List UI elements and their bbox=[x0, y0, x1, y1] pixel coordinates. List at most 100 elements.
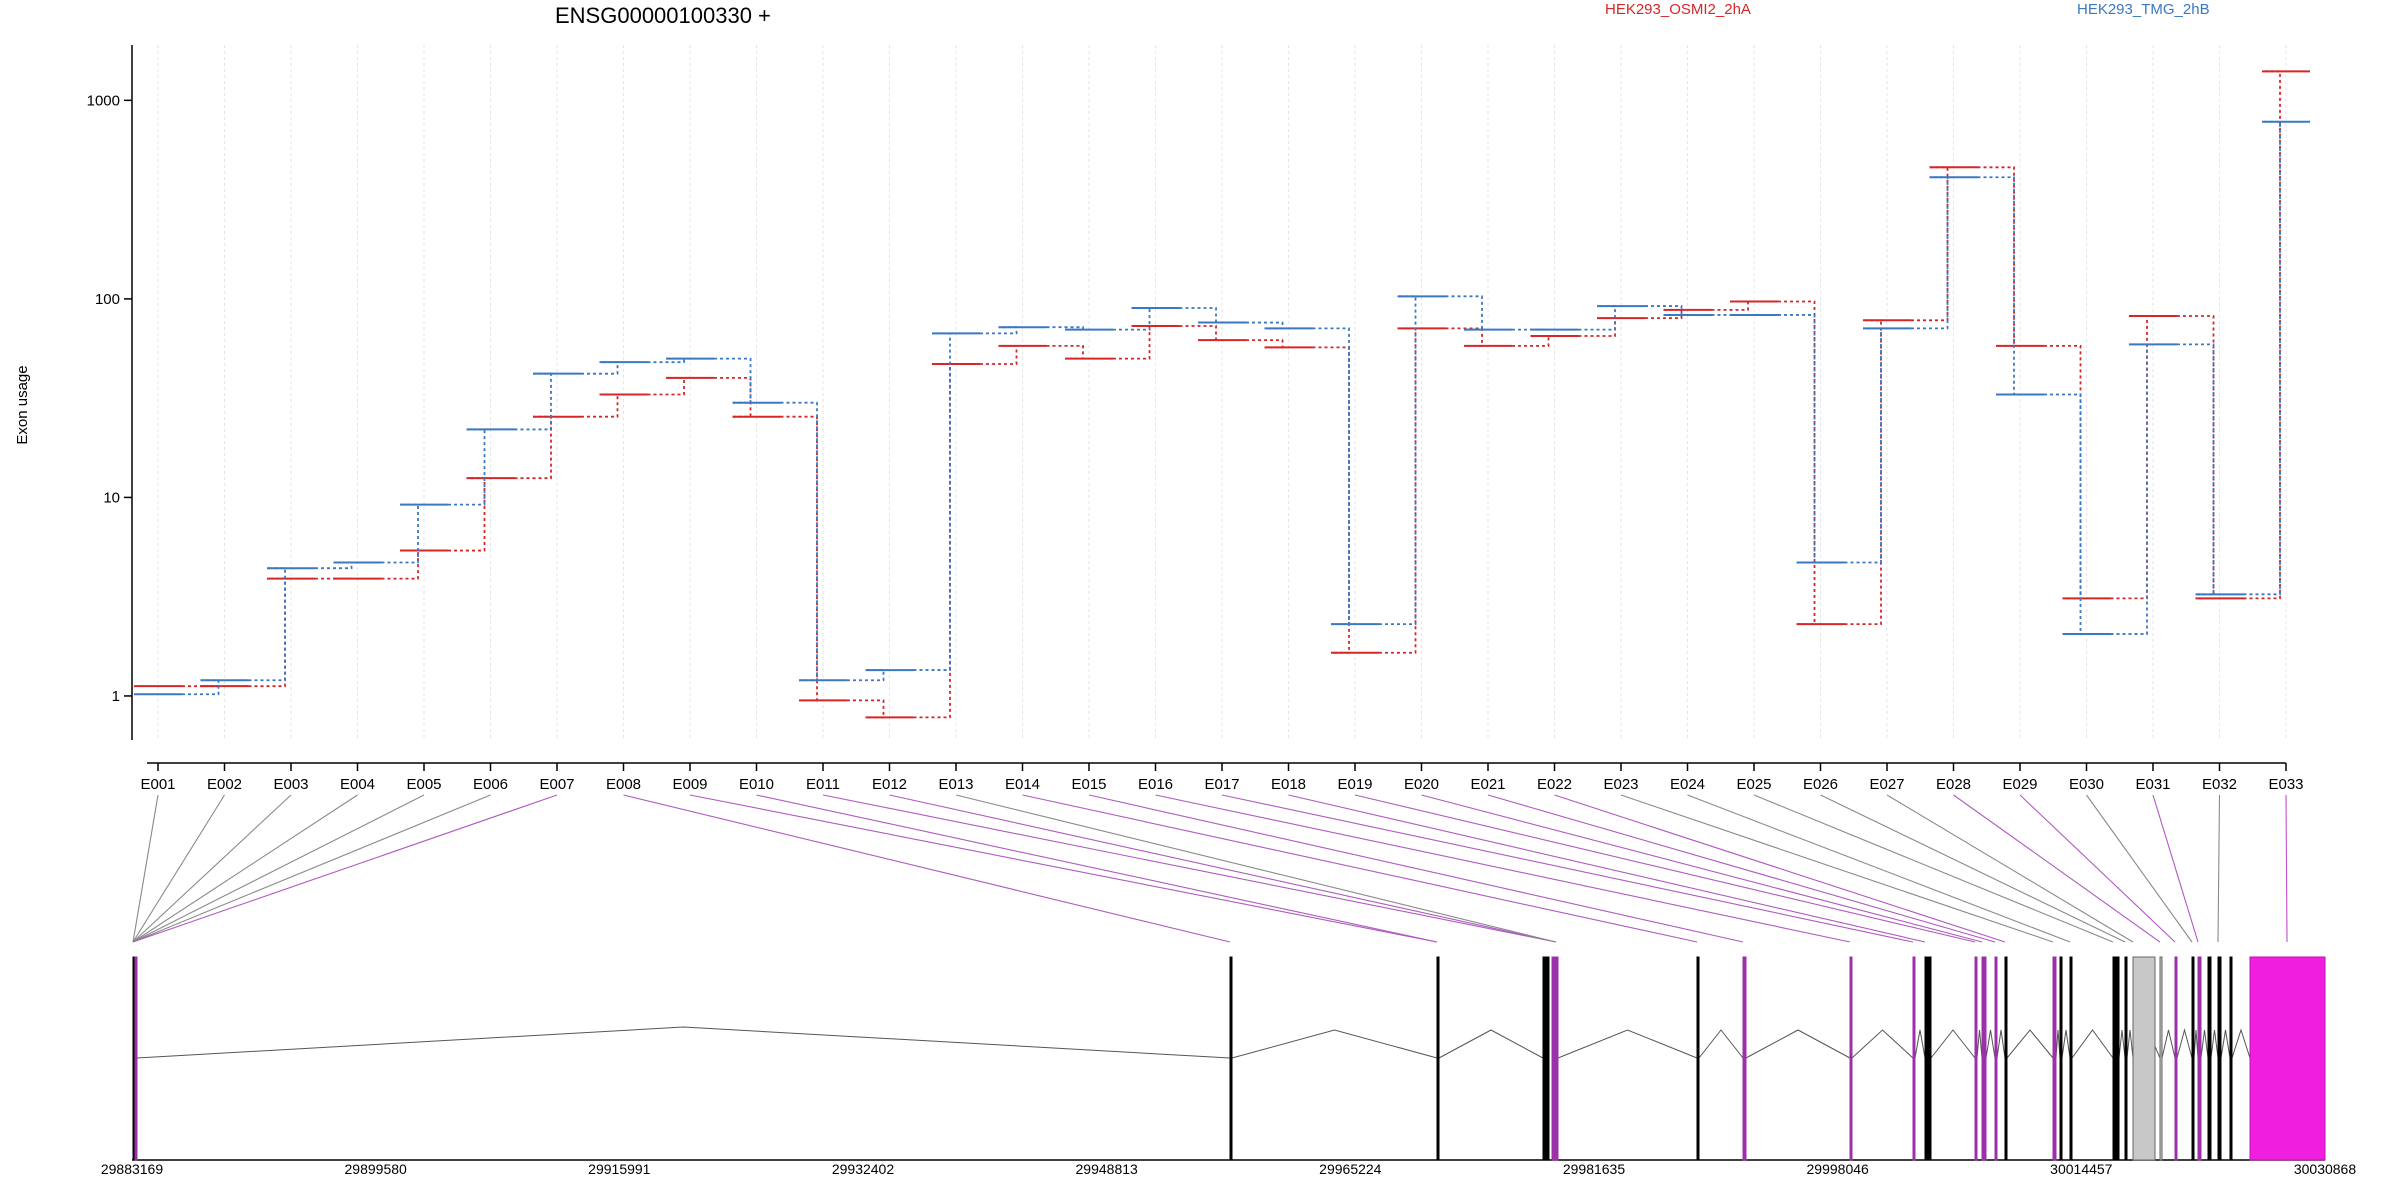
exon-connector bbox=[1088, 794, 1744, 943]
exon-connector bbox=[1620, 794, 2054, 943]
series-1-transition bbox=[714, 376, 752, 418]
x-tick-label: E021 bbox=[1470, 776, 1505, 793]
exon-connector bbox=[1554, 794, 2006, 943]
series-1-transition bbox=[1645, 309, 1683, 320]
series-2-transition bbox=[448, 428, 486, 506]
series-2-transition bbox=[1179, 307, 1217, 324]
x-tick-label: E010 bbox=[739, 776, 774, 793]
x-tick-label: E015 bbox=[1071, 776, 1106, 793]
intron-line bbox=[2176, 1028, 2193, 1059]
series-1-transition bbox=[2243, 70, 2281, 600]
series-2-transition bbox=[514, 372, 552, 431]
exon-connector bbox=[1155, 794, 1851, 943]
genome-tick-label: 29965224 bbox=[1319, 1161, 1382, 1177]
x-tick-label: E018 bbox=[1271, 776, 1306, 793]
series-1-transition bbox=[2110, 315, 2148, 600]
exon-block bbox=[2191, 956, 2195, 1161]
intron-line bbox=[2210, 1029, 2219, 1059]
exon-connector bbox=[756, 794, 1438, 943]
exon-block bbox=[2174, 956, 2178, 1161]
series-2-transition bbox=[581, 361, 619, 375]
intron-line bbox=[1745, 1029, 1851, 1059]
series-2-transition bbox=[248, 567, 286, 682]
series-2-transition bbox=[1778, 314, 1816, 564]
gene-model: 29883169 29899580 29915991 29932402 29948813… bbox=[101, 956, 2356, 1177]
x-tick-label: E002 bbox=[207, 776, 242, 793]
x-tick-label: E032 bbox=[2202, 776, 2237, 793]
series-1-transition bbox=[1977, 166, 2015, 347]
exon-connector bbox=[689, 794, 1438, 943]
series-1-transition bbox=[1711, 300, 1749, 311]
intron-line bbox=[2231, 1028, 2251, 1059]
series-1-transition bbox=[1778, 300, 1816, 626]
series-2-transition bbox=[1445, 295, 1483, 331]
genome-tick-label: 29899580 bbox=[345, 1161, 408, 1177]
genome-tick-label: 29883169 bbox=[101, 1161, 164, 1177]
exon-block bbox=[1696, 956, 1700, 1161]
series-1-transition bbox=[1844, 319, 1882, 626]
x-tick-label: E031 bbox=[2135, 776, 2170, 793]
intron-line bbox=[2061, 1029, 2071, 1059]
exon-connector bbox=[1421, 794, 1983, 943]
exon-connector bbox=[132, 794, 425, 943]
exon-connector bbox=[955, 794, 1557, 943]
x-tick-label: E012 bbox=[872, 776, 907, 793]
x-tick-label: E001 bbox=[140, 776, 175, 793]
intron-line bbox=[2161, 1029, 2176, 1059]
genome-tick-label: 29932402 bbox=[832, 1161, 895, 1177]
exon-connector bbox=[889, 794, 1557, 943]
x-tick-label: E004 bbox=[340, 776, 375, 793]
x-tick-label: E023 bbox=[1603, 776, 1638, 793]
series-lines bbox=[134, 70, 2310, 719]
intron-line bbox=[2193, 1029, 2199, 1059]
exon-connectors bbox=[132, 794, 2288, 943]
intron-line bbox=[1985, 1029, 1996, 1059]
exon-connector bbox=[1022, 794, 1698, 943]
axes: 1 10 100 1000 E001 E002 E003 E004 E005 E006 E007 E0… bbox=[87, 45, 2304, 793]
x-tick-label: E024 bbox=[1670, 776, 1705, 793]
series-1-transition bbox=[1312, 346, 1350, 654]
exon-connector bbox=[1687, 794, 2071, 943]
series-1-transition bbox=[1911, 166, 1949, 322]
exon-block bbox=[2207, 956, 2212, 1161]
series-2-transition bbox=[1312, 327, 1350, 626]
x-tick-label: E027 bbox=[1869, 776, 1904, 793]
series-2-transition bbox=[2110, 343, 2148, 635]
legend-series-2: HEK293_TMG_2hB bbox=[2077, 1, 2210, 18]
x-tick-label: E014 bbox=[1005, 776, 1040, 793]
series-1-transition bbox=[847, 699, 885, 719]
series-2-transition bbox=[1246, 321, 1284, 330]
exon-connector bbox=[2019, 794, 2176, 943]
exon-connector bbox=[1487, 794, 1996, 943]
x-tick-label: E016 bbox=[1138, 776, 1173, 793]
series-1-transition bbox=[1179, 325, 1217, 341]
intron-line bbox=[1976, 1029, 1983, 1059]
x-tick-label: E006 bbox=[473, 776, 508, 793]
legend-series-1: HEK293_OSMI2_2hA bbox=[1605, 1, 1751, 18]
exon-block bbox=[2124, 956, 2128, 1161]
exon-connector bbox=[132, 794, 159, 943]
intron-line bbox=[2071, 1029, 2114, 1059]
exon-connector bbox=[1953, 794, 2161, 943]
exon-connector bbox=[822, 794, 1557, 943]
series-2-transition bbox=[182, 679, 220, 696]
series-1-transition bbox=[1113, 325, 1151, 360]
exon-block bbox=[2116, 956, 2120, 1161]
intron-line bbox=[1231, 1029, 1438, 1059]
x-tick-label: E025 bbox=[1736, 776, 1771, 793]
series-1-transition bbox=[1379, 327, 1417, 654]
x-tick-label: E013 bbox=[938, 776, 973, 793]
series-1-transition bbox=[647, 376, 685, 396]
intron-line bbox=[2200, 1029, 2209, 1059]
series-1-transition bbox=[2044, 344, 2082, 600]
y-tick-label: 1 bbox=[112, 688, 120, 705]
exon-connector bbox=[1221, 794, 1914, 943]
series-2-transition bbox=[315, 561, 353, 570]
exon-block bbox=[1994, 956, 1998, 1161]
exon-block bbox=[2059, 956, 2063, 1161]
exon-connector bbox=[1820, 794, 2126, 943]
series-2-transition bbox=[1844, 327, 1882, 564]
series-1-transition bbox=[1512, 335, 1550, 347]
exon-block bbox=[2229, 956, 2233, 1161]
intron-line bbox=[1851, 1029, 1914, 1059]
